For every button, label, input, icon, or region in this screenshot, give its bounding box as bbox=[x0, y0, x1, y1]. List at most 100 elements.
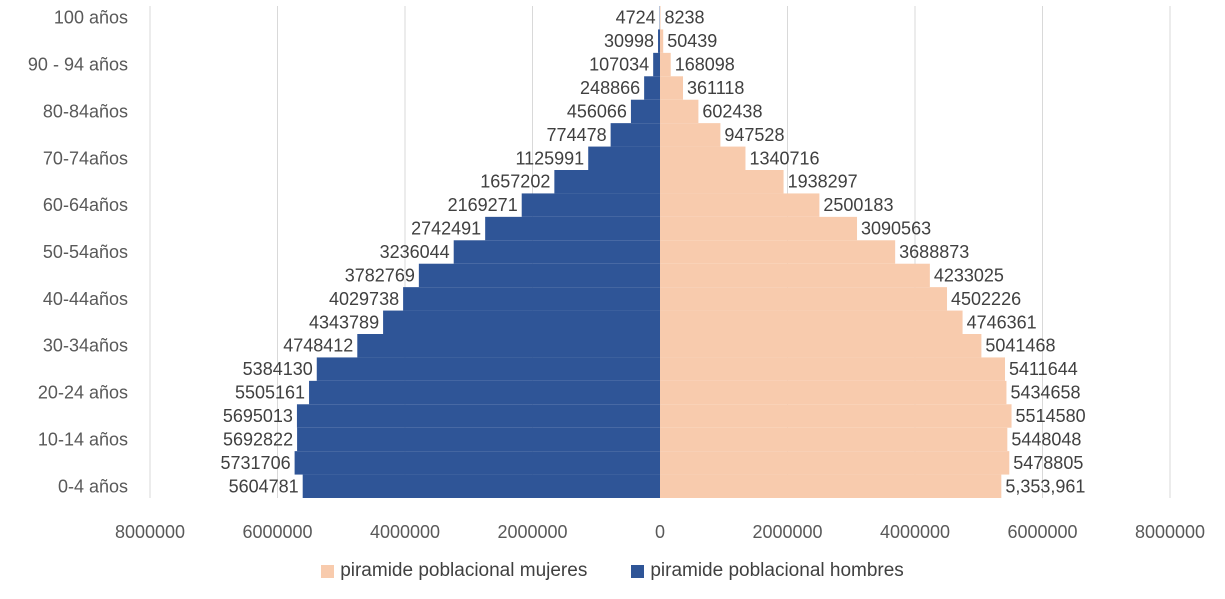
data-label-mujeres: 5478805 bbox=[1013, 453, 1083, 473]
x-tick-label: 8000000 bbox=[1135, 522, 1205, 542]
data-label-hombres: 5384130 bbox=[243, 359, 313, 379]
bar-hombres bbox=[453, 240, 660, 264]
y-tick-label: 60-64años bbox=[43, 195, 128, 215]
bar-hombres bbox=[554, 170, 660, 194]
data-label-mujeres: 5041468 bbox=[985, 336, 1055, 356]
x-tick-label: 0 bbox=[655, 522, 665, 542]
legend-item-hombres: piramide poblacional hombres bbox=[631, 560, 904, 582]
x-tick-label: 4000000 bbox=[880, 522, 950, 542]
bars bbox=[294, 6, 1012, 498]
bar-hombres bbox=[521, 193, 660, 217]
legend-swatch-hombres bbox=[631, 564, 645, 578]
y-tick-label: 70-74años bbox=[43, 148, 128, 168]
bar-hombres bbox=[383, 310, 660, 334]
x-tick-label: 2000000 bbox=[752, 522, 822, 542]
data-label-mujeres: 5,353,961 bbox=[1005, 476, 1085, 496]
bar-hombres bbox=[357, 334, 660, 358]
bar-hombres bbox=[658, 29, 660, 53]
data-label-hombres: 1657202 bbox=[480, 172, 550, 192]
data-label-mujeres: 3688873 bbox=[899, 242, 969, 262]
data-label-mujeres: 4746361 bbox=[967, 312, 1037, 332]
bar-mujeres bbox=[660, 99, 699, 124]
data-label-hombres: 2169271 bbox=[448, 195, 518, 215]
data-label-hombres: 5695013 bbox=[223, 406, 293, 426]
data-label-mujeres: 168098 bbox=[675, 55, 735, 75]
x-axis: 8000000 6000000 4000000 2000000 0 2000000 4000… bbox=[115, 522, 1205, 542]
legend-item-mujeres: piramide poblacional mujeres bbox=[321, 560, 587, 582]
data-label-hombres: 1125991 bbox=[515, 148, 584, 168]
data-label-hombres: 5731706 bbox=[221, 453, 291, 473]
bar-mujeres bbox=[660, 427, 1008, 452]
legend-label-hombres: piramide poblacional hombres bbox=[650, 560, 904, 581]
y-tick-label: 80-84años bbox=[43, 101, 128, 121]
bar-hombres bbox=[418, 263, 660, 288]
data-label-hombres: 4748412 bbox=[283, 336, 353, 356]
data-label-hombres: 30998 bbox=[604, 31, 654, 51]
bar-hombres bbox=[653, 52, 660, 77]
data-label-mujeres: 50439 bbox=[667, 31, 717, 51]
bar-mujeres bbox=[660, 146, 746, 170]
bar-hombres bbox=[316, 357, 660, 381]
chart-plot-area: 5,353,961 5478805 5448048 5514580 5434658 541… bbox=[28, 6, 1205, 542]
bar-mujeres bbox=[660, 451, 1010, 475]
bar-hombres bbox=[588, 146, 660, 170]
y-tick-label: 30-34años bbox=[43, 336, 128, 356]
bar-mujeres bbox=[660, 52, 671, 77]
data-label-hombres: 3236044 bbox=[380, 242, 450, 262]
bar-mujeres bbox=[660, 310, 963, 334]
data-label-mujeres: 5434658 bbox=[1010, 383, 1080, 403]
bar-mujeres bbox=[660, 404, 1012, 428]
bar-mujeres bbox=[660, 380, 1007, 405]
y-tick-label: 100 años bbox=[54, 8, 128, 28]
bar-mujeres bbox=[660, 29, 664, 53]
bar-hombres bbox=[294, 451, 660, 475]
data-labels: 5,353,961 5478805 5448048 5514580 5434658 541… bbox=[221, 8, 1086, 497]
bar-hombres bbox=[644, 76, 660, 100]
data-label-mujeres: 361118 bbox=[687, 78, 744, 98]
data-label-hombres: 5604781 bbox=[229, 476, 299, 496]
bar-mujeres bbox=[660, 240, 896, 264]
bar-mujeres bbox=[660, 6, 661, 30]
data-label-mujeres: 1340716 bbox=[749, 148, 819, 168]
y-tick-label: 90 - 94 años bbox=[28, 55, 128, 75]
y-tick-label: 0-4 años bbox=[58, 476, 128, 496]
legend-swatch-mujeres bbox=[321, 564, 335, 578]
data-label-mujeres: 2500183 bbox=[823, 195, 893, 215]
bar-hombres bbox=[296, 404, 660, 428]
bar-mujeres bbox=[660, 334, 982, 358]
legend: piramide poblacional mujeres piramide po… bbox=[0, 560, 1225, 582]
bar-mujeres bbox=[660, 193, 820, 217]
data-label-hombres: 4724 bbox=[616, 8, 656, 28]
data-label-hombres: 774478 bbox=[547, 125, 607, 145]
y-tick-label: 20-24 años bbox=[38, 383, 128, 403]
bar-mujeres bbox=[660, 170, 784, 194]
bar-mujeres bbox=[660, 357, 1005, 381]
data-label-hombres: 5505161 bbox=[235, 383, 305, 403]
bar-mujeres bbox=[660, 123, 721, 147]
data-label-mujeres: 8238 bbox=[665, 8, 705, 28]
y-axis: 0-4 años 10-14 años 20-24 años 30-34años 40-… bbox=[28, 8, 128, 497]
bar-hombres bbox=[485, 216, 660, 241]
bar-hombres bbox=[403, 287, 660, 311]
bar-hombres bbox=[309, 380, 660, 405]
bar-mujeres bbox=[660, 76, 684, 100]
data-label-mujeres: 3090563 bbox=[861, 219, 931, 239]
y-tick-label: 10-14 años bbox=[38, 429, 128, 449]
data-label-mujeres: 5448048 bbox=[1011, 429, 1081, 449]
data-label-hombres: 248866 bbox=[580, 78, 640, 98]
y-tick-label: 40-44años bbox=[43, 289, 128, 309]
y-tick-label: 50-54años bbox=[43, 242, 128, 262]
data-label-hombres: 2742491 bbox=[411, 219, 481, 239]
x-tick-label: 2000000 bbox=[497, 522, 567, 542]
data-label-hombres: 107034 bbox=[589, 55, 649, 75]
data-label-hombres: 4343789 bbox=[309, 312, 379, 332]
data-label-mujeres: 1938297 bbox=[788, 172, 858, 192]
x-tick-label: 4000000 bbox=[370, 522, 440, 542]
bar-mujeres bbox=[660, 287, 948, 311]
data-label-hombres: 3782769 bbox=[345, 265, 415, 285]
x-tick-label: 8000000 bbox=[115, 522, 185, 542]
data-label-hombres: 5692822 bbox=[223, 429, 293, 449]
bar-hombres bbox=[630, 99, 660, 124]
data-label-mujeres: 5411644 bbox=[1009, 359, 1078, 379]
